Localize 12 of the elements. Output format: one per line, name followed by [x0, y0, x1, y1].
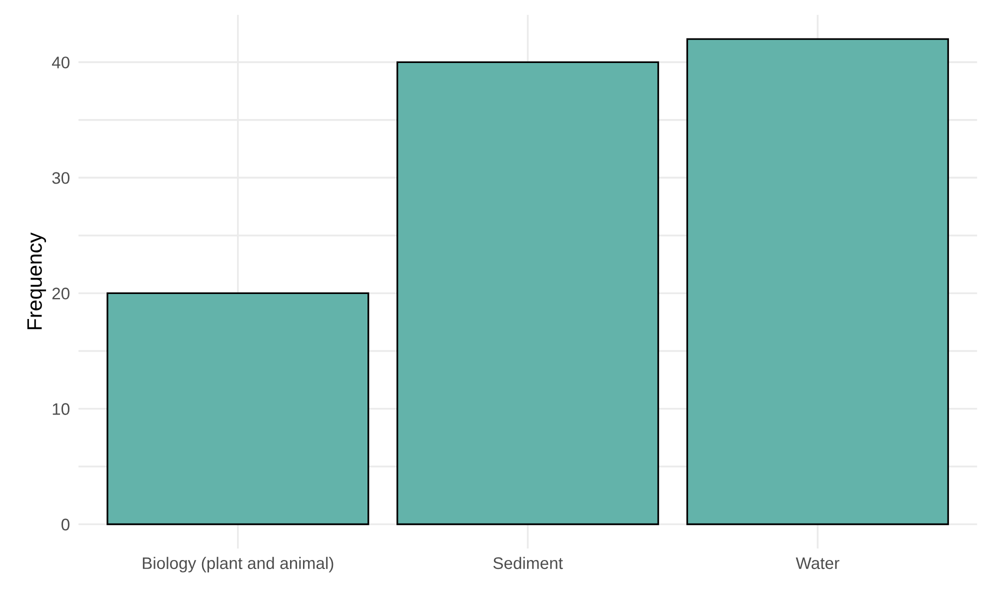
bar: [106, 292, 370, 526]
y-tick-label: 20: [52, 288, 70, 300]
y-tick-label: 0: [61, 518, 70, 530]
y-tick-label: 40: [52, 56, 70, 68]
y-tick-label: 30: [52, 172, 70, 184]
x-tick-label: Sediment: [493, 556, 563, 570]
x-tick-label: Water: [796, 557, 840, 570]
y-tick-label: 10: [52, 403, 70, 415]
bar: [396, 61, 660, 526]
y-axis-title: Frequency: [27, 232, 46, 330]
x-tick-label: Biology (plant and animal): [142, 556, 334, 572]
bar: [686, 38, 949, 526]
